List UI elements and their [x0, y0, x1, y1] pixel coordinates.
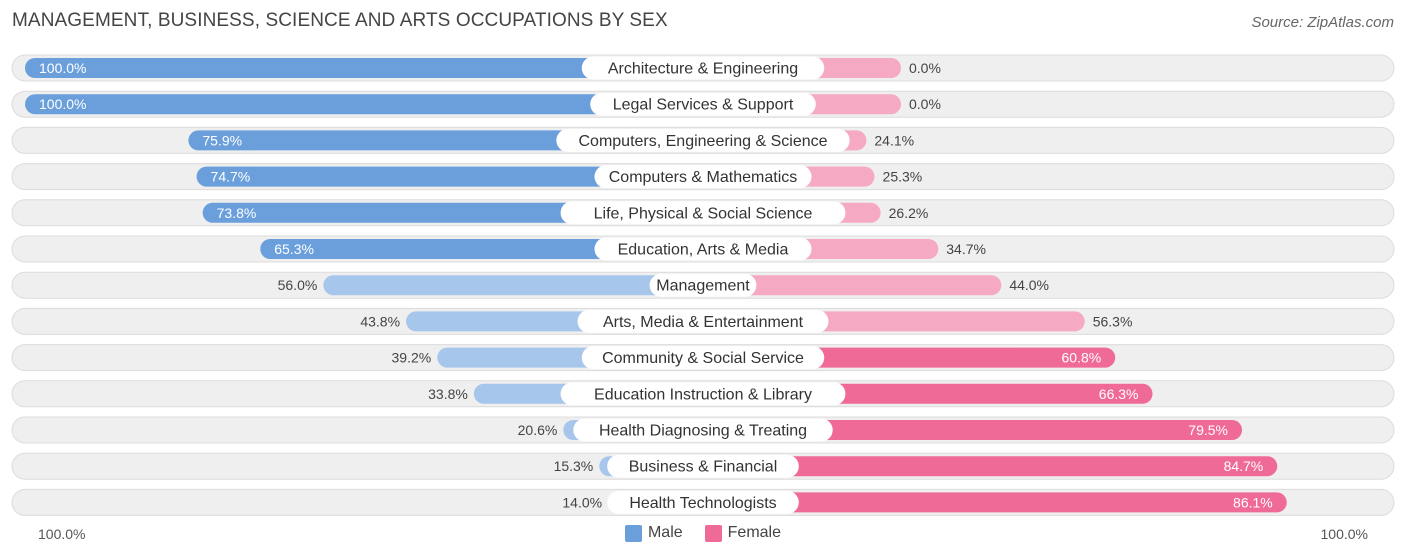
category-label-background [581, 56, 825, 80]
category-label: Computers, Engineering & Science [578, 133, 827, 150]
category-label: Management [656, 278, 750, 295]
male-bar [25, 58, 703, 78]
legend: Male Female [0, 524, 1406, 542]
category-label-background [594, 165, 812, 189]
category-label: Business & Financial [629, 459, 778, 476]
category-label-background [560, 201, 846, 225]
legend-swatch-female [704, 524, 722, 542]
male-bar [25, 94, 703, 115]
female-bar [703, 492, 1287, 513]
female-value-label: 86.1% [1233, 494, 1273, 510]
category-label-background [594, 237, 812, 261]
female-value-label: 34.7% [946, 241, 986, 257]
female-value-label: 44.0% [1009, 277, 1049, 293]
category-label: Arts, Media & Entertainment [603, 314, 804, 331]
category-label-background [556, 128, 850, 152]
male-value-label: 14.0% [562, 494, 602, 510]
category-label-background [590, 92, 816, 116]
female-bar [703, 275, 1002, 296]
male-bar [260, 239, 703, 259]
male-value-label: 43.8% [360, 313, 400, 329]
female-bar [703, 456, 1278, 477]
source-label: Source: ZipAtlas.com [1251, 14, 1394, 31]
male-bar [196, 166, 703, 187]
axis-right-label: 100.0% [1320, 526, 1368, 542]
male-value-label: 56.0% [278, 277, 318, 293]
category-label-background [560, 382, 846, 406]
female-value-label: 79.5% [1188, 422, 1228, 438]
category-label: Education Instruction & Library [594, 386, 812, 403]
legend-item-male[interactable]: Male [624, 524, 683, 542]
male-value-label: 33.8% [428, 386, 468, 402]
category-label-background [649, 273, 757, 297]
male-value-label: 39.2% [392, 350, 432, 366]
category-label: Health Diagnosing & Treating [599, 423, 807, 440]
category-label: Computers & Mathematics [609, 169, 798, 186]
category-label-background [581, 346, 825, 370]
female-value-label: 26.2% [889, 205, 929, 221]
category-label-background [577, 309, 829, 333]
category-label-background [573, 418, 833, 442]
category-label: Legal Services & Support [613, 97, 794, 114]
male-value-label: 15.3% [554, 458, 594, 474]
category-label: Architecture & Engineering [608, 61, 798, 78]
category-label: Life, Physical & Social Science [594, 205, 813, 222]
male-value-label: 65.3% [274, 241, 314, 257]
male-value-label: 74.7% [211, 169, 251, 185]
legend-swatch-male [624, 524, 642, 542]
axis-left-label: 100.0% [38, 526, 86, 542]
female-value-label: 56.3% [1093, 313, 1133, 329]
female-value-label: 60.8% [1062, 350, 1102, 366]
female-value-label: 25.3% [883, 169, 923, 185]
category-label: Education, Arts & Media [618, 242, 789, 259]
category-label-background [607, 490, 799, 514]
male-bar [323, 275, 703, 296]
female-value-label: 84.7% [1224, 458, 1264, 474]
male-value-label: 73.8% [217, 205, 257, 221]
legend-label-male: Male [647, 524, 683, 541]
legend-item-female[interactable]: Female [704, 524, 782, 542]
male-value-label: 100.0% [39, 96, 86, 112]
category-label: Health Technologists [629, 495, 776, 512]
female-value-label: 66.3% [1099, 386, 1139, 402]
male-value-label: 75.9% [202, 132, 242, 148]
male-value-label: 20.6% [518, 422, 558, 438]
female-value-label: 24.1% [874, 132, 914, 148]
category-label: Community & Social Service [602, 350, 804, 367]
male-value-label: 100.0% [39, 60, 86, 76]
female-value-label: 0.0% [909, 60, 941, 76]
female-value-label: 0.0% [909, 96, 941, 112]
female-bar [703, 420, 1243, 440]
chart-title: MANAGEMENT, BUSINESS, SCIENCE AND ARTS O… [12, 10, 668, 31]
bar-chart: 100.0% 0.0% Architecture & Engineering 100.… [11, 54, 1395, 516]
category-label-background [607, 454, 799, 478]
legend-label-female: Female [727, 524, 782, 541]
